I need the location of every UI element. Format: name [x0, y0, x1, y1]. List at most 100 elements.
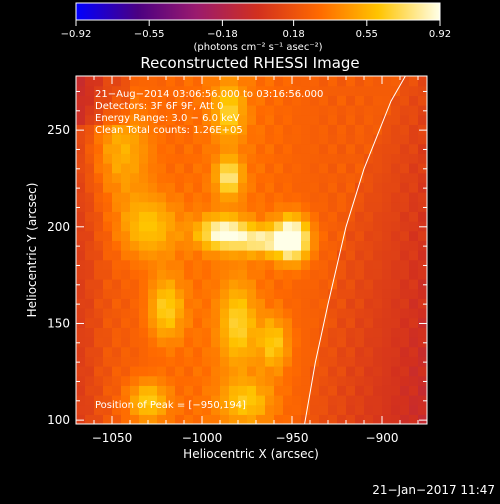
heatmap-cell — [292, 201, 302, 212]
heatmap-cell — [256, 327, 266, 338]
heatmap-cell — [139, 327, 149, 338]
heatmap-cell — [103, 211, 113, 222]
heatmap-cell — [355, 143, 365, 154]
heatmap-cell — [130, 356, 140, 367]
heatmap-cell — [328, 366, 338, 377]
heatmap-cell — [256, 385, 266, 396]
heatmap-cell — [229, 172, 239, 183]
heatmap-cell — [337, 172, 347, 183]
heatmap-cell — [247, 201, 257, 212]
heatmap-cell — [166, 298, 176, 309]
heatmap-cell — [121, 269, 131, 280]
heatmap-cell — [229, 269, 239, 280]
heatmap-cell — [193, 279, 203, 290]
heatmap-cell — [220, 114, 230, 125]
heatmap-cell — [409, 105, 419, 116]
colorbar-tick-label: −0.92 — [61, 29, 92, 40]
heatmap-cell — [274, 221, 284, 232]
heatmap-cell — [139, 192, 149, 203]
heatmap-cell — [238, 337, 248, 348]
heatmap-cell — [85, 85, 95, 96]
y-axis-label: Heliocentric Y (arcsec) — [25, 183, 39, 318]
heatmap-cell — [382, 211, 392, 222]
heatmap-cell — [328, 124, 338, 135]
heatmap-cell — [418, 143, 427, 154]
heatmap-cell — [346, 95, 356, 106]
heatmap-cell — [355, 134, 365, 145]
heatmap-cell — [184, 327, 194, 338]
heatmap-cell — [211, 346, 221, 357]
heatmap-cell — [283, 221, 293, 232]
heatmap-cell — [418, 85, 427, 96]
heatmap-cell — [274, 105, 284, 116]
heatmap-cell — [256, 134, 266, 145]
chart-title: Reconstructed RHESSI Image — [140, 54, 359, 72]
heatmap-cell — [292, 269, 302, 280]
heatmap-cell — [346, 211, 356, 222]
heatmap-cell — [292, 375, 302, 386]
heatmap-cell — [292, 288, 302, 299]
heatmap-cell — [292, 395, 302, 406]
heatmap-cell — [364, 327, 374, 338]
heatmap-cell — [220, 414, 230, 424]
heatmap-cell — [184, 192, 194, 203]
heatmap-cell — [184, 250, 194, 261]
heatmap-cell — [202, 105, 212, 116]
heatmap-cell — [346, 414, 356, 424]
heatmap-cell — [256, 414, 266, 424]
heatmap-cell — [166, 375, 176, 386]
heatmap-cell — [364, 259, 374, 270]
heatmap-cell — [238, 172, 248, 183]
heatmap-cell — [418, 279, 427, 290]
heatmap-cell — [328, 240, 338, 251]
heatmap-cell — [418, 163, 427, 174]
heatmap-cell — [193, 76, 203, 87]
heatmap-cell — [355, 76, 365, 87]
heatmap-cell — [400, 143, 410, 154]
heatmap-cell — [229, 375, 239, 386]
heatmap-cell — [346, 327, 356, 338]
heatmap-cell — [238, 414, 248, 424]
heatmap-cell — [130, 172, 140, 183]
heatmap-cell — [400, 95, 410, 106]
heatmap-cell — [193, 114, 203, 125]
heatmap-cell — [337, 192, 347, 203]
heatmap-cell — [130, 134, 140, 145]
heatmap-cell — [175, 114, 185, 125]
heatmap-cell — [103, 192, 113, 203]
heatmap-cell — [175, 298, 185, 309]
heatmap-cell — [193, 163, 203, 174]
heatmap-cell — [400, 269, 410, 280]
heatmap-cell — [292, 337, 302, 348]
heatmap-cell — [328, 85, 338, 96]
heatmap-cell — [382, 269, 392, 280]
heatmap-cell — [355, 182, 365, 193]
heatmap-cell — [94, 163, 104, 174]
heatmap-cell — [220, 124, 230, 135]
heatmap-cell — [94, 95, 104, 106]
heatmap-cell — [265, 404, 275, 415]
heatmap-cell — [121, 230, 131, 241]
heatmap-cell — [112, 124, 122, 135]
heatmap-cell — [103, 182, 113, 193]
heatmap-cell — [409, 375, 419, 386]
heatmap-cell — [382, 298, 392, 309]
heatmap-cell — [274, 288, 284, 299]
heatmap-cell — [94, 366, 104, 377]
heatmap-cell — [400, 366, 410, 377]
heatmap-cell — [229, 221, 239, 232]
heatmap-cell — [355, 221, 365, 232]
heatmap-cell — [355, 308, 365, 319]
heatmap-cell — [76, 337, 86, 348]
heatmap-cell — [409, 279, 419, 290]
heatmap-cell — [355, 259, 365, 270]
heatmap-cell — [103, 114, 113, 125]
heatmap-cell — [94, 153, 104, 164]
heatmap-cell — [265, 114, 275, 125]
heatmap-cell — [175, 385, 185, 396]
heatmap-cell — [85, 95, 95, 106]
heatmap-cell — [310, 143, 320, 154]
heatmap-cell — [184, 105, 194, 116]
heatmap-cell — [229, 327, 239, 338]
heatmap-cell — [409, 192, 419, 203]
